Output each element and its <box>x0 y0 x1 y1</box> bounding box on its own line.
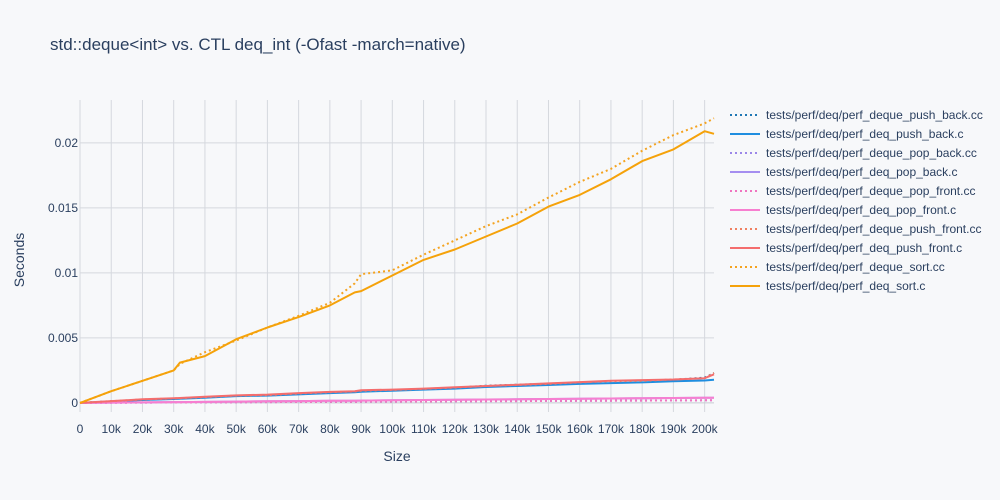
legend-item-label: tests/perf/deq/perf_deque_push_front.cc <box>766 222 981 236</box>
y-tick-label: 0.005 <box>48 331 78 345</box>
series-lines <box>79 117 715 404</box>
x-tick-label: 110k <box>411 422 437 436</box>
x-tick-label: 30k <box>164 422 184 436</box>
legend-item-label: tests/perf/deq/perf_deq_sort.c <box>766 279 925 293</box>
x-axis-title: Size <box>383 448 410 464</box>
legend-item-label: tests/perf/deq/perf_deq_push_back.c <box>766 127 963 141</box>
y-axis-title: Seconds <box>11 233 27 287</box>
y-tick-label: 0.015 <box>48 201 78 215</box>
x-tick-label: 120k <box>442 422 469 436</box>
legend-item-label: tests/perf/deq/perf_deque_pop_front.cc <box>766 184 975 198</box>
chart-title: std::deque<int> vs. CTL deq_int (-Ofast … <box>50 35 466 54</box>
x-tick-label: 150k <box>535 422 562 436</box>
x-tick-label: 40k <box>195 422 215 436</box>
grid <box>79 100 714 412</box>
legend-item-label: tests/perf/deq/perf_deque_sort.cc <box>766 260 945 274</box>
series-line <box>79 373 715 404</box>
x-tick-label: 80k <box>320 422 340 436</box>
legend-item-label: tests/perf/deq/perf_deque_push_back.cc <box>766 108 983 122</box>
x-tick-label: 160k <box>567 422 594 436</box>
x-tick-label: 170k <box>598 422 625 436</box>
legend: tests/perf/deq/perf_deque_push_back.ccte… <box>730 108 983 293</box>
x-tick-label: 60k <box>258 422 278 436</box>
y-axis-ticks: 0 0.005 0.01 0.015 0.02 <box>48 136 78 410</box>
x-tick-label: 200k <box>692 422 719 436</box>
x-axis-ticks: 0 10k 20k 30k 40k 50k 60k 70k 80k 90k 100k 110k 120k… <box>77 422 719 436</box>
x-tick-label: 100k <box>379 422 406 436</box>
x-tick-label: 20k <box>133 422 153 436</box>
x-tick-label: 140k <box>504 422 531 436</box>
y-tick-label: 0.01 <box>55 266 79 280</box>
y-tick-label: 0.02 <box>55 136 79 150</box>
x-tick-label: 10k <box>102 422 122 436</box>
x-tick-label: 180k <box>629 422 656 436</box>
series-line <box>79 396 714 404</box>
series-line <box>79 399 714 404</box>
x-tick-label: 190k <box>660 422 687 436</box>
x-tick-label: 90k <box>351 422 371 436</box>
x-tick-label: 0 <box>77 422 84 436</box>
x-tick-label: 50k <box>226 422 246 436</box>
legend-item-label: tests/perf/deq/perf_deq_push_front.c <box>766 241 962 255</box>
legend-item-label: tests/perf/deq/perf_deq_pop_back.c <box>766 165 957 179</box>
y-tick-label: 0 <box>71 396 78 410</box>
x-tick-label: 70k <box>289 422 309 436</box>
series-line <box>79 130 715 404</box>
legend-item-label: tests/perf/deq/perf_deque_pop_back.cc <box>766 146 977 160</box>
x-tick-label: 130k <box>473 422 500 436</box>
legend-item-label: tests/perf/deq/perf_deq_pop_front.c <box>766 203 956 217</box>
